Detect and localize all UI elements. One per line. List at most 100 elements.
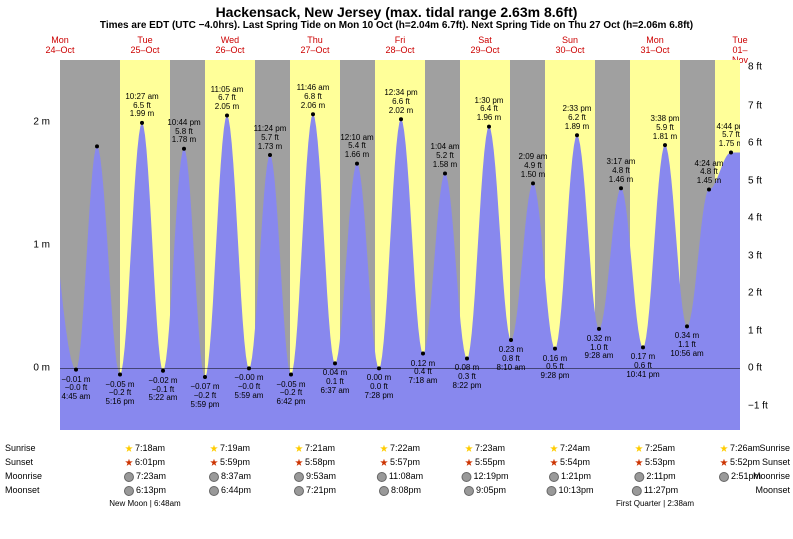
tide-point-label: 11:24 pm5.7 ft1.73 m [254,125,287,151]
sunset-icon [720,459,728,467]
ephemeris-cell: 7:21am [295,443,335,453]
ephemeris-cell: 5:55pm [465,457,505,467]
moon-icon [379,486,389,496]
moon-icon [124,486,134,496]
ephemeris-cell: 9:53am [294,471,336,482]
ephemeris-cell: 7:21pm [294,485,336,496]
chart-title: Hackensack, New Jersey (max. tidal range… [0,0,793,20]
x-axis-day-label: Fri28–Oct [385,36,414,56]
tide-point-label: 12:10 am5.4 ft1.66 m [340,134,373,160]
tide-point-label: −0.01 m−0.0 ft4:45 am [61,376,90,402]
ephemeris-cell: 5:57pm [380,457,420,467]
tide-point-label: 3:38 pm5.9 ft1.81 m [651,115,680,141]
tide-point-label: 3:17 am4.8 ft1.46 m [607,158,636,184]
tide-point-label: 0.32 m1.0 ft9:28 am [585,335,614,361]
x-axis-day-label: Wed26–Oct [215,36,244,56]
ephemeris-cell: 2:11pm [634,471,675,482]
chart-subtitle: Times are EDT (UTC −4.0hrs). Last Spring… [0,20,793,33]
y-tick-right: 3 ft [748,250,762,261]
x-axis-day-label: Mon24–Oct [45,36,74,56]
y-tick-right: 4 ft [748,212,762,223]
moon-icon [294,486,304,496]
ephemeris-cell: 5:54pm [550,457,590,467]
ephemeris-cell: 6:01pm [125,457,165,467]
sun-icon [720,445,728,453]
sun-icon [635,445,643,453]
tide-point-label: −0.07 m−0.2 ft5:59 pm [190,383,219,409]
sunset-icon [295,459,303,467]
sun-icon [125,445,133,453]
tide-point-label: 2:33 pm6.2 ft1.89 m [563,105,592,131]
tide-point-label: −0.02 m−0.1 ft5:22 am [148,377,177,403]
y-tick-right: 6 ft [748,137,762,148]
tide-point-label: 4:24 am4.8 ft1.45 m [695,160,724,186]
y-tick-right: 2 ft [748,288,762,299]
y-tick-right: 5 ft [748,175,762,186]
y-tick-right: 0 ft [748,363,762,374]
ephemeris-row-label: Sunrise [5,443,36,453]
x-axis-day-label: Sat29–Oct [470,36,499,56]
sunset-icon [380,459,388,467]
tide-point-label: 0.08 m0.3 ft8:22 pm [453,364,482,390]
x-axis-day-label: Sun30–Oct [555,36,584,56]
ephemeris-cell: 11:08am [377,471,423,482]
moon-icon [719,472,729,482]
ephemeris-cell: 10:13pm [546,485,593,496]
tide-point-label: 0.12 m0.4 ft7:18 am [409,360,438,386]
ephemeris-cell: 7:23am [124,471,166,482]
tide-point-label: 4:44 pm5.7 ft1.75 m [717,123,740,149]
sun-icon [380,445,388,453]
ephemeris-cell: 7:26am [720,443,760,453]
ephemeris-cell: 5:52pm [720,457,760,467]
y-tick-right: 1 ft [748,325,762,336]
ephemeris-cell: 7:24am [550,443,590,453]
tide-point-label: 10:44 pm5.8 ft1.78 m [167,119,200,145]
tide-chart: Hackensack, New Jersey (max. tidal range… [0,0,793,539]
ephemeris-cell: 9:05pm [464,485,506,496]
ephemeris-cell: 8:37am [209,471,251,482]
ephemeris-cell: 7:22am [380,443,420,453]
sunset-icon [465,459,473,467]
tide-point-label: 1:04 am5.2 ft1.58 m [431,143,460,169]
ephemeris-cell: 7:18am [125,443,165,453]
ephemeris-cell: 8:08pm [379,485,421,496]
moon-phase-label: New Moon | 6:48am [109,499,180,508]
y-tick-left: 0 m [33,363,50,374]
sun-icon [465,445,473,453]
ephemeris-cell: 7:19am [210,443,250,453]
moon-icon [634,472,644,482]
x-axis-day-label: Thu27–Oct [300,36,329,56]
y-axis-right: −1 ft0 ft1 ft2 ft3 ft4 ft5 ft6 ft7 ft8 f… [743,60,793,430]
y-axis-left: 0 m 1 m 2 m [0,60,55,430]
moon-icon [124,472,134,482]
moon-icon [464,486,474,496]
ephemeris-cell: 7:23am [465,443,505,453]
tide-point-label: 12:34 pm6.6 ft2.02 m [384,89,417,115]
ephemeris-cell: 6:13pm [124,485,166,496]
sunset-icon [635,459,643,467]
y-tick-left: 2 m [33,116,50,127]
ephemeris-row-label: Moonset [5,485,40,495]
tide-point-label: 0.17 m0.6 ft10:41 pm [626,353,659,379]
moon-icon [549,472,559,482]
ephemeris-row-label: Sunset [5,457,33,467]
tide-point-label: 0.34 m1.1 ft10:56 am [670,332,703,358]
tide-point-label: 0.16 m0.5 ft9:28 pm [541,355,570,381]
sun-icon [295,445,303,453]
moon-icon [632,486,642,496]
tide-point-label: −0.05 m−0.2 ft6:42 pm [276,381,305,407]
sunset-icon [550,459,558,467]
ephemeris-cell: 6:44pm [209,485,251,496]
sunset-icon [125,459,133,467]
tide-point-label: 2:09 am4.9 ft1.50 m [519,153,548,179]
moon-icon [461,472,471,482]
tide-point-label: −0.05 m−0.2 ft5:16 pm [105,381,134,407]
tide-point-label: 11:05 am6.7 ft2.05 m [211,86,244,112]
moon-icon [209,486,219,496]
ephemeris-row-label: Moonset [755,485,790,495]
y-tick-left: 1 m [33,240,50,251]
x-axis-day-label: Mon31–Oct [640,36,669,56]
tide-point-label: 1:30 pm6.4 ft1.96 m [475,97,504,123]
y-tick-right: 8 ft [748,62,762,73]
ephemeris-row-label: Sunset [762,457,790,467]
